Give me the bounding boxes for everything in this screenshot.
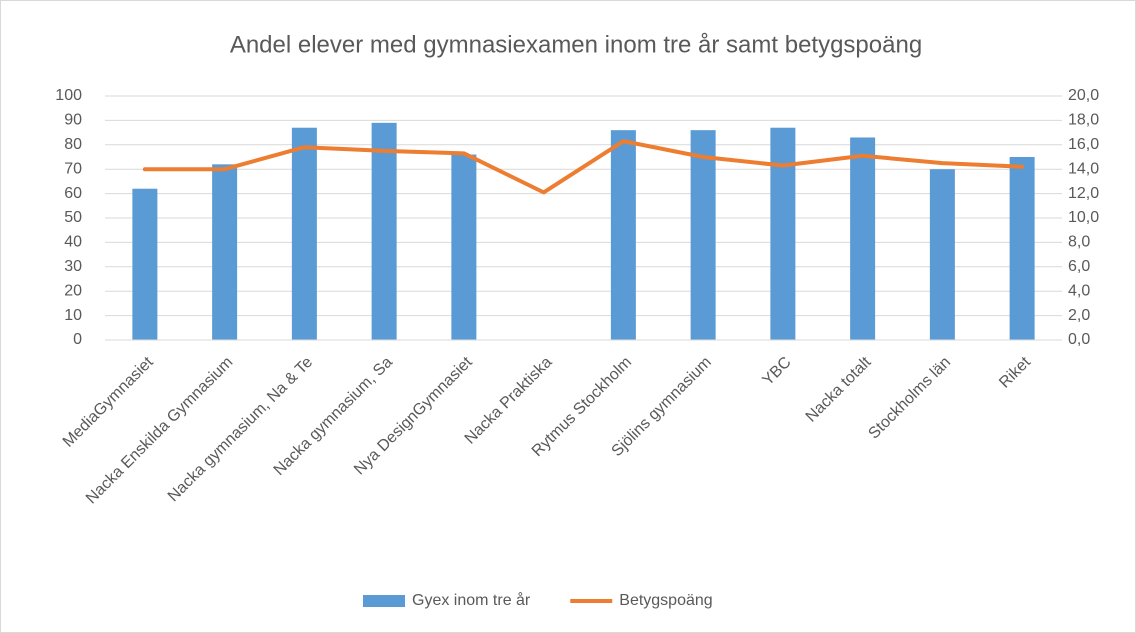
y-tick-label: 20 (64, 282, 82, 299)
y2-tick-label: 0,0 (1068, 331, 1090, 348)
bar (451, 154, 477, 340)
chart-title: Andel elever med gymnasiexamen inom tre … (230, 31, 922, 58)
y-tick-label: 70 (64, 160, 82, 177)
y2-tick-label: 16,0 (1068, 136, 1099, 153)
y2-tick-label: 10,0 (1068, 209, 1099, 226)
y2-tick-label: 4,0 (1068, 282, 1090, 299)
bar (371, 122, 397, 340)
y-tick-label: 50 (64, 209, 82, 226)
bar (770, 127, 796, 340)
legend-label: Gyex inom tre år (412, 591, 531, 609)
bar (610, 130, 636, 340)
y-tick-label: 40 (64, 234, 82, 251)
y-tick-label: 0 (73, 331, 82, 348)
y2-tick-label: 14,0 (1068, 160, 1099, 177)
y2-tick-label: 6,0 (1068, 258, 1090, 275)
y2-tick-label: 12,0 (1068, 185, 1099, 202)
y-tick-label: 90 (64, 112, 82, 129)
y-tick-label: 80 (64, 136, 82, 153)
line (142, 139, 1025, 195)
bar (212, 164, 238, 340)
legend-swatch (363, 595, 405, 607)
y-tick-label: 30 (64, 258, 82, 275)
legend-label: Betygspoäng (619, 592, 712, 609)
y2-tick-label: 20,0 (1068, 87, 1099, 104)
bar (929, 169, 955, 340)
y-tick-label: 60 (64, 185, 82, 202)
bar (132, 188, 158, 340)
bar (850, 137, 876, 340)
bar (291, 127, 317, 340)
y2-tick-label: 2,0 (1068, 307, 1090, 324)
y2-tick-label: 8,0 (1068, 234, 1090, 251)
y2-tick-label: 18,0 (1068, 112, 1099, 129)
bar (690, 130, 716, 340)
y-tick-label: 10 (64, 307, 82, 324)
y-tick-label: 100 (55, 87, 82, 104)
bar (1009, 157, 1035, 340)
